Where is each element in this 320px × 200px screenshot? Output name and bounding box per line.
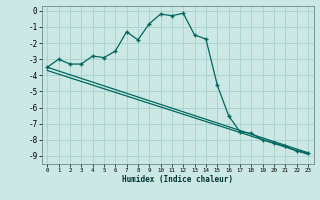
- X-axis label: Humidex (Indice chaleur): Humidex (Indice chaleur): [122, 175, 233, 184]
